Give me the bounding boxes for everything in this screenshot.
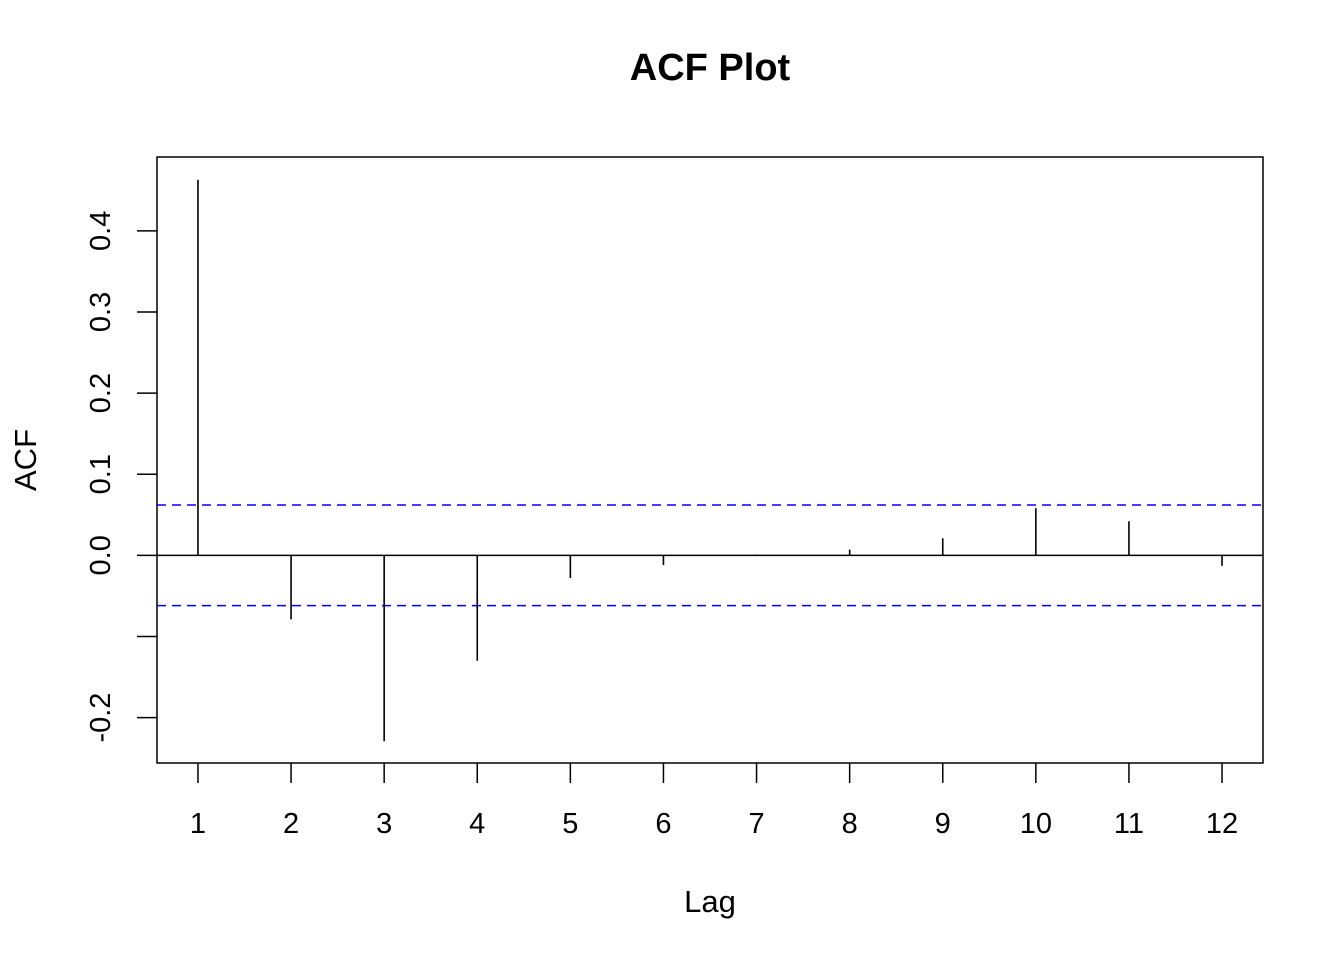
- y-tick-label-3: 0.1: [85, 454, 117, 494]
- x-tick-label-11: 11: [1114, 808, 1144, 840]
- y-tick-label-4: 0.2: [85, 373, 117, 413]
- y-tick-label-6: 0.4: [85, 211, 117, 251]
- x-tick-label-3: 3: [376, 808, 392, 840]
- y-tick-label-0: -0.2: [85, 693, 117, 743]
- x-tick-label-5: 5: [562, 808, 578, 840]
- x-tick-label-8: 8: [842, 808, 858, 840]
- x-tick-label-1: 1: [190, 808, 206, 840]
- plot-area: 1 2 3 4 5 6 7 8 9 10 11 12-0.20.00.10.20.30.4: [85, 156, 1264, 840]
- x-tick-label-12: 12: [1206, 808, 1238, 840]
- x-tick-label-2: 2: [283, 808, 299, 840]
- chart-title: ACF Plot: [630, 47, 791, 89]
- x-axis-label: Lag: [684, 884, 736, 919]
- x-tick-label-4: 4: [469, 808, 485, 840]
- x-tick-label-9: 9: [935, 808, 951, 840]
- x-tick-label-7: 7: [748, 808, 764, 840]
- y-tick-label-5: 0.3: [85, 292, 117, 332]
- x-tick-label-10: 10: [1020, 808, 1052, 840]
- y-axis-label: ACF: [8, 429, 43, 491]
- x-tick-label-6: 6: [655, 808, 671, 840]
- plot-frame: [156, 156, 1264, 764]
- y-tick-label-2: 0.0: [85, 535, 117, 575]
